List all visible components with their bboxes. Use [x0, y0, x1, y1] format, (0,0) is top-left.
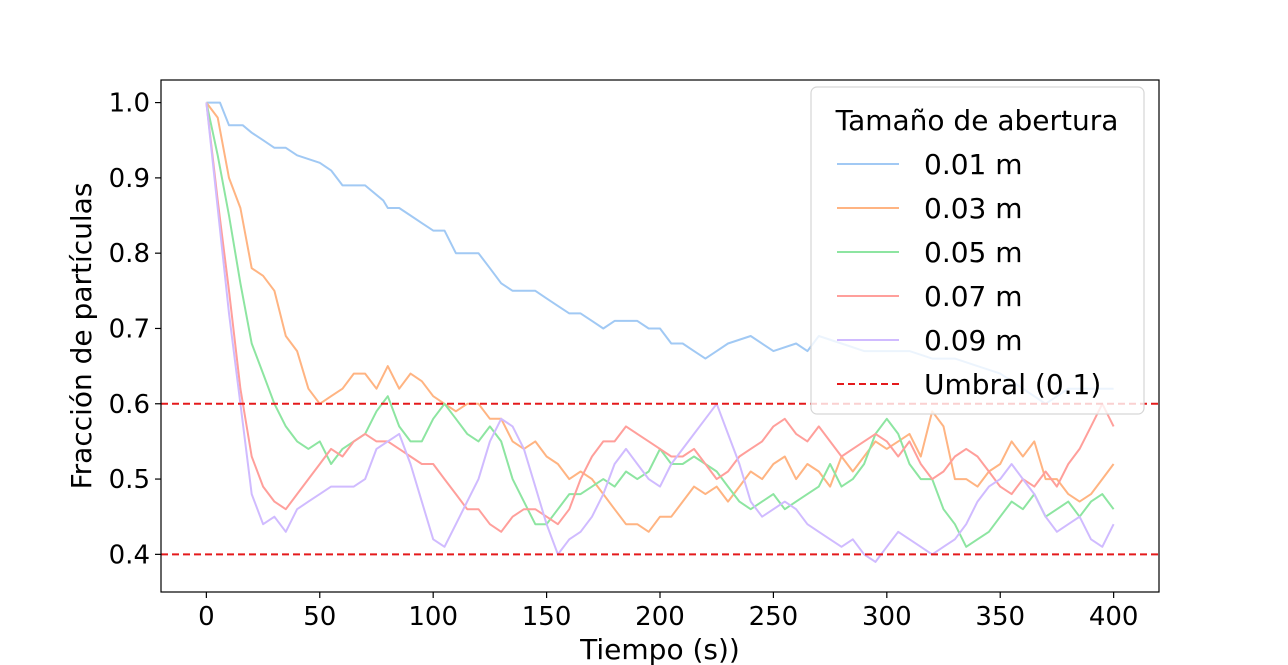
x-tick-label: 300: [862, 602, 912, 632]
series-line-3: [205, 102, 1115, 533]
x-tick-label: 150: [522, 602, 572, 632]
series-line-4: [205, 102, 1115, 563]
series-layer: [161, 101, 1159, 563]
legend-label: 0.05 m: [924, 236, 1023, 269]
x-tick-label: 0: [198, 602, 215, 632]
legend-items: 0.01 m 0.03 m 0.05 m 0.07 m 0.09 m Umbral (0.…: [837, 148, 1101, 401]
x-tick-label: 100: [408, 602, 458, 632]
y-tick-label: 0.4: [109, 540, 150, 570]
legend-label: 0.07 m: [924, 280, 1023, 313]
x-axis-label: Tiempo (s)): [579, 633, 740, 665]
x-tick-label: 250: [749, 602, 799, 632]
legend-label: 0.03 m: [924, 192, 1023, 225]
x-axis: 0 50 100 150 200 250 300 350 400: [198, 592, 1138, 632]
x-tick-label: 50: [303, 602, 336, 632]
legend: Tamaño de abertura 0.01 m0.03 m0.05 m0.0…: [810, 86, 1145, 415]
y-tick-label: 0.7: [109, 314, 150, 344]
y-axis: 0.4 0.5 0.6 0.7 0.8 0.9 1.0: [109, 89, 161, 570]
y-tick-label: 0.8: [109, 239, 150, 269]
legend-frame: [810, 86, 1145, 415]
x-tick-label: 350: [975, 602, 1025, 632]
y-tick-label: 1.0: [109, 89, 150, 119]
x-tick-label: 400: [1089, 602, 1139, 632]
x-tick-label: 200: [635, 602, 685, 632]
y-tick-label: 0.6: [109, 390, 150, 420]
y-tick-label: 0.5: [109, 465, 150, 495]
legend-label: Umbral (0.1): [924, 368, 1101, 401]
y-axis-label: Fracción de partículas: [65, 183, 98, 490]
series-line-1: [205, 101, 1115, 533]
legend-label: 0.09 m: [924, 324, 1023, 357]
legend-title: Tamaño de abertura: [835, 104, 1119, 137]
y-tick-label: 0.9: [109, 164, 150, 194]
legend-label: 0.01 m: [924, 148, 1023, 181]
